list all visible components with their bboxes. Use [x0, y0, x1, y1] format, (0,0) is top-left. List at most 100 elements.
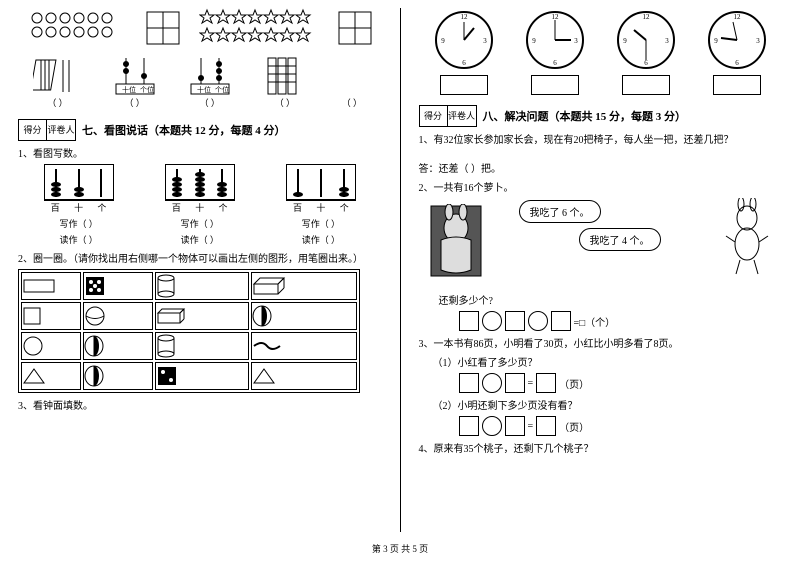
operand-box[interactable] — [505, 373, 525, 393]
answer-box[interactable] — [531, 75, 579, 95]
operand-box[interactable] — [505, 311, 525, 331]
ball-icon — [84, 305, 106, 327]
rectangle-icon — [22, 278, 56, 294]
q8-2-ask: 还剩多少个? — [439, 292, 783, 307]
clock-icon: 12369 — [705, 8, 769, 72]
svg-text:6: 6 — [644, 59, 648, 67]
col-label: 个 — [97, 201, 106, 214]
clock-icon: 12369 — [523, 8, 587, 72]
svg-text:十位: 十位 — [122, 85, 136, 94]
svg-text:个位: 个位 — [140, 85, 154, 94]
q8-4: 4、原来有35个桃子，还剩下几个桃子？ — [419, 440, 783, 455]
operand-box[interactable] — [459, 311, 479, 331]
svg-text:9: 9 — [532, 37, 536, 45]
page-container: （ ） 十位个位 （ ） 十位个位 （ ） （ ） （ ） — [0, 0, 800, 540]
svg-text:12: 12 — [460, 13, 468, 21]
operator-box[interactable] — [528, 311, 548, 331]
abacus-row: 百 十 个 写作（ ） 读作（ ） 百 十 个 写作（ ） 读作（ ） 百 十 个 写作（ … — [18, 164, 382, 246]
col-label: 百 — [51, 201, 60, 214]
operand-box[interactable] — [551, 311, 571, 331]
col-label: 十 — [195, 201, 204, 214]
q8-2: 2、一共有16个萝卜。 — [419, 179, 783, 194]
equation-row: = （页） — [459, 373, 783, 393]
operator-box[interactable] — [482, 311, 502, 331]
score-label: 得分 — [420, 106, 448, 126]
speech-bubble-2: 我吃了 4 个。 — [579, 228, 661, 251]
square-grid-icon — [146, 11, 180, 45]
table-row — [21, 332, 357, 360]
svg-text:3: 3 — [483, 37, 487, 45]
write-label: 写作（ ） — [44, 217, 114, 230]
clocks-row: 12369 12369 12369 12369 — [419, 8, 783, 95]
clock-2: 12369 — [523, 8, 587, 95]
operator-box[interactable] — [482, 416, 502, 436]
sticks-bundle-icon — [33, 54, 83, 96]
cuboid-icon — [252, 276, 286, 296]
dice-icon — [84, 275, 106, 297]
grader-label: 评卷人 — [448, 106, 476, 126]
triangle-icon — [22, 367, 46, 385]
answer-box[interactable] — [440, 75, 488, 95]
triangle-icon — [252, 367, 276, 385]
svg-text:9: 9 — [714, 37, 718, 45]
illustration-row-1 — [18, 8, 382, 48]
cuboid-icon — [156, 307, 186, 325]
svg-text:9: 9 — [623, 37, 627, 45]
rabbit-left-icon — [429, 204, 483, 278]
abacus-3: 百 十 个 写作（ ） 读作（ ） — [286, 164, 356, 246]
circle-icon — [22, 335, 44, 357]
q8-1-answer: 答：还差（ ）把。 — [419, 160, 783, 175]
svg-text:12: 12 — [551, 13, 559, 21]
answer-box[interactable] — [622, 75, 670, 95]
answer-box[interactable] — [713, 75, 761, 95]
score-box: 得分 评卷人 — [419, 105, 477, 127]
square-grid-icon — [338, 11, 372, 45]
write-label: 写作（ ） — [286, 217, 356, 230]
half-circle-icon — [84, 335, 104, 357]
q8-3-1: （1）小红看了多少页？ — [433, 354, 783, 369]
svg-text:3: 3 — [665, 37, 669, 45]
grader-label: 评卷人 — [47, 120, 75, 140]
col-label: 百 — [293, 201, 302, 214]
svg-text:6: 6 — [735, 59, 739, 67]
rabbit-right-icon — [722, 198, 772, 278]
svg-text:十位: 十位 — [197, 85, 211, 94]
left-column: （ ） 十位个位 （ ） 十位个位 （ ） （ ） （ ） — [0, 0, 400, 540]
blank: （ ） — [187, 96, 233, 109]
rabbit-scene: 我吃了 6 个。 我吃了 4 个。 — [419, 198, 783, 288]
clock-3: 12369 — [614, 8, 678, 95]
half-circle-icon — [252, 305, 272, 327]
read-label: 读作（ ） — [286, 233, 356, 246]
square-icon — [22, 306, 42, 326]
col-label: 个 — [219, 201, 228, 214]
blank: （ ） — [262, 96, 308, 109]
score-label: 得分 — [19, 120, 47, 140]
read-label: 读作（ ） — [165, 233, 235, 246]
can-icon — [156, 334, 176, 358]
blank: （ ） — [112, 96, 158, 109]
col-label: 十 — [316, 201, 325, 214]
col-label: 百 — [172, 201, 181, 214]
section7-title: 七、看图说话（本题共 12 分，每题 4 分） — [82, 122, 286, 138]
result-box[interactable] — [536, 373, 556, 393]
operand-box[interactable] — [459, 416, 479, 436]
equation-row: =□（个） — [459, 311, 783, 331]
section8-header: 得分 评卷人 八、解决问题（本题共 15 分，每题 3 分） — [419, 105, 783, 127]
speech-bubble-1: 我吃了 6 个。 — [519, 200, 601, 223]
half-circle-icon — [84, 365, 104, 387]
operand-box[interactable] — [505, 416, 525, 436]
section7-header: 得分 评卷人 七、看图说话（本题共 12 分，每题 4 分） — [18, 119, 382, 141]
operator-box[interactable] — [482, 373, 502, 393]
svg-text:3: 3 — [574, 37, 578, 45]
operand-box[interactable] — [459, 373, 479, 393]
counting-tools-row: （ ） 十位个位 （ ） 十位个位 （ ） （ ） （ ） — [18, 54, 382, 109]
section8-title: 八、解决问题（本题共 15 分，每题 3 分） — [483, 108, 687, 124]
shape-matching-table — [18, 269, 360, 393]
blank: （ ） — [337, 96, 367, 109]
col-label: 个 — [340, 201, 349, 214]
col-label: 十 — [74, 201, 83, 214]
dice-icon — [156, 365, 178, 387]
clock-4: 12369 — [705, 8, 769, 95]
svg-text:9: 9 — [441, 37, 445, 45]
result-box[interactable] — [536, 416, 556, 436]
